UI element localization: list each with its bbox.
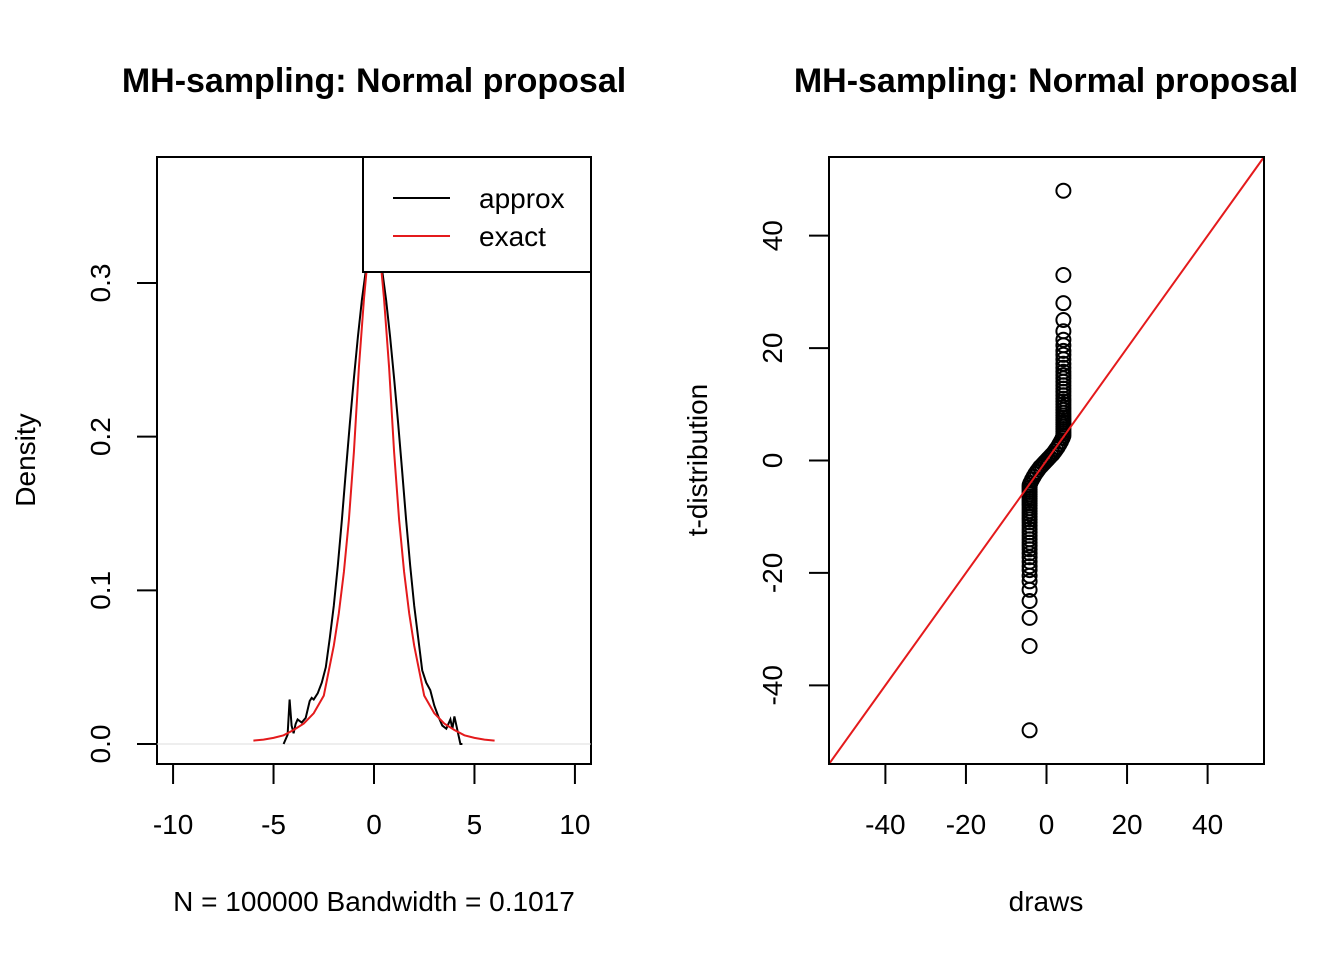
scatter-point: [1021, 722, 1038, 739]
scatter-point: [1055, 312, 1072, 328]
right-y-tick-label: -20: [757, 553, 788, 593]
legend-exact-label: exact: [479, 221, 546, 252]
left-y-axis: 0.0 0.1 0.2 0.3: [85, 264, 158, 764]
right-y-tick-label: -40: [757, 665, 788, 705]
left-x-tick-label: 0: [366, 809, 382, 840]
scatter-point: [1054, 430, 1071, 446]
right-y-tick-label: 20: [757, 333, 788, 364]
left-y-axis-label: Density: [10, 413, 41, 506]
scatter-point: [1055, 351, 1072, 368]
right-chart-title: MH-sampling: Normal proposal: [794, 62, 1298, 100]
left-y-tick-label: 0.0: [85, 725, 116, 764]
left-x-axis: -10 -5 0 5 10: [153, 763, 591, 840]
right-x-tick-label: 20: [1111, 809, 1142, 840]
scatter-point: [1021, 638, 1038, 654]
density-plot-panel: MH-sampling: Normal proposal -10 -5 0 5 10 0…: [10, 62, 626, 917]
series-line-exact: [253, 221, 495, 742]
right-x-tick-label: -20: [946, 809, 986, 840]
right-x-tick-label: 0: [1039, 809, 1055, 840]
series-line-approx: [282, 234, 463, 745]
left-chart-title: MH-sampling: Normal proposal: [122, 62, 626, 100]
scatter-point: [1055, 182, 1072, 199]
right-x-axis-label: draws: [1009, 886, 1084, 917]
left-x-tick-label: 10: [559, 809, 590, 840]
qq-plot-panel: MH-sampling: Normal proposal -40 -20 0 20 40…: [682, 62, 1298, 917]
legend-approx-label: approx: [479, 183, 565, 214]
scatter-point: [1021, 553, 1038, 570]
left-x-tick-label: -5: [261, 809, 286, 840]
left-x-tick-label: -10: [153, 809, 193, 840]
right-x-tick-label: -40: [865, 809, 905, 840]
scatter-point: [1055, 267, 1072, 283]
right-x-axis: -40 -20 0 20 40: [865, 763, 1223, 840]
scatter-point: [1055, 342, 1072, 359]
left-x-axis-label: N = 100000 Bandwidth = 0.1017: [173, 886, 575, 917]
scatter-point: [1055, 331, 1072, 348]
right-points-group: [1021, 182, 1072, 739]
left-x-tick-label: 5: [467, 809, 483, 840]
scatter-point: [1021, 573, 1038, 590]
legend: approx exact: [362, 156, 592, 273]
scatter-point: [1021, 593, 1038, 609]
left-y-tick-label: 0.2: [85, 417, 116, 456]
legend-box: [362, 156, 592, 273]
left-series-group: [157, 221, 591, 745]
right-y-tick-label: 0: [757, 453, 788, 469]
right-y-axis: -40 -20 0 20 40: [757, 220, 830, 706]
left-y-tick-label: 0.3: [85, 264, 116, 303]
scatter-point: [1021, 609, 1038, 626]
right-y-tick-label: 40: [757, 220, 788, 251]
right-y-axis-label: t-distribution: [682, 384, 713, 537]
right-x-tick-label: 40: [1192, 809, 1223, 840]
left-y-tick-label: 0.1: [85, 571, 116, 610]
scatter-point: [1055, 295, 1072, 312]
reference-line: [828, 156, 1265, 765]
scatter-point: [1021, 562, 1038, 579]
